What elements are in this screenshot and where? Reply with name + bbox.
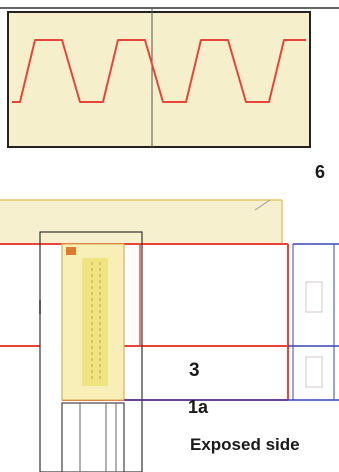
trapezoidal-profile-line bbox=[12, 39, 306, 103]
inset-frame bbox=[7, 11, 311, 148]
corner-marker bbox=[66, 247, 76, 255]
upper-beige-band bbox=[0, 200, 282, 244]
dimension-value-lower bbox=[305, 356, 323, 388]
exposed-side-label: Exposed side bbox=[190, 435, 300, 454]
dimension-value-upper bbox=[305, 281, 323, 313]
layer-number-6: 6 bbox=[315, 162, 326, 182]
layer-number-1a: 1a bbox=[188, 397, 209, 417]
wall-section bbox=[0, 199, 339, 472]
profile-inset bbox=[0, 7, 339, 148]
lower-board-block bbox=[61, 402, 125, 472]
insulation-core bbox=[82, 258, 108, 386]
column-outline bbox=[39, 231, 143, 472]
slab-hatch-diagonal bbox=[254, 199, 271, 211]
layer-number-3: 3 bbox=[189, 360, 200, 381]
